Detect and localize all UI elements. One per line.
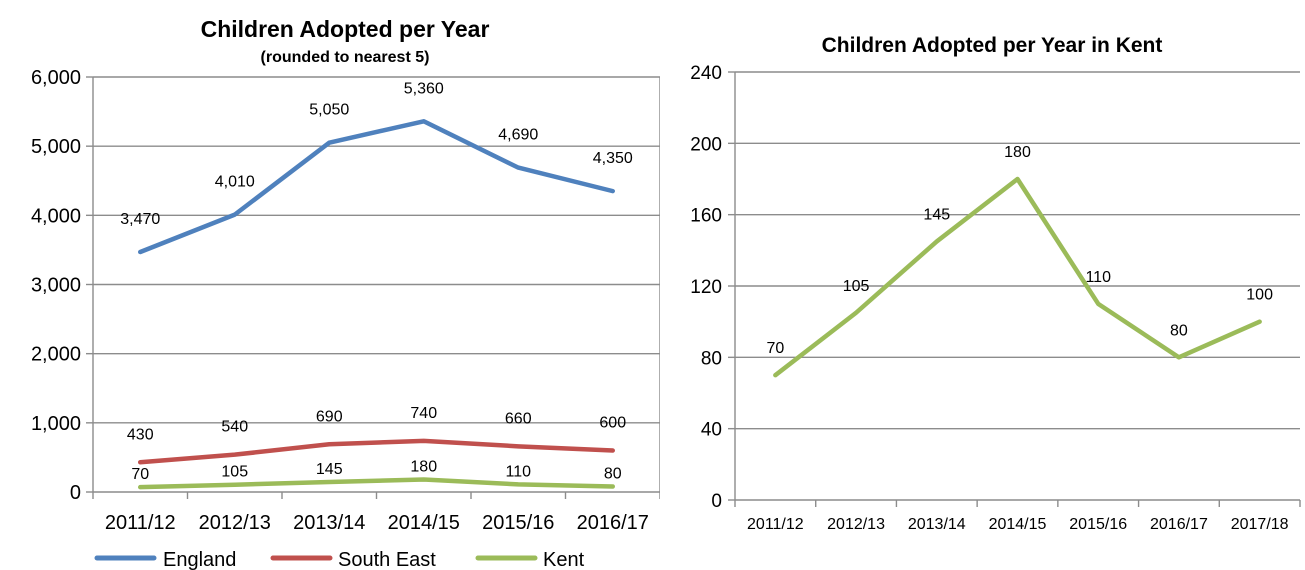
y-tick-label: 4,000	[31, 205, 81, 227]
x-tick-label: 2016/17	[1150, 516, 1208, 533]
series-line-england	[138, 119, 615, 255]
series-line-kent	[138, 477, 615, 490]
data-label-kent: 70	[766, 340, 784, 357]
data-label-south-east: 600	[599, 415, 626, 432]
data-label-kent: 145	[923, 206, 950, 223]
legend-label-england: England	[163, 549, 236, 570]
y-tick-label: 240	[690, 63, 722, 84]
y-tick-label: 0	[711, 491, 722, 512]
data-label-south-east: 430	[127, 426, 154, 443]
x-tick-label: 2015/16	[482, 512, 554, 534]
data-label-england: 3,470	[120, 211, 160, 228]
y-tick-label: 0	[70, 482, 81, 504]
chart-subtitle: (rounded to nearest 5)	[261, 49, 430, 66]
data-label-kent: 110	[1085, 269, 1111, 286]
data-label-kent: 180	[410, 459, 437, 476]
y-tick-label: 200	[690, 134, 722, 155]
data-label-kent: 180	[1004, 144, 1031, 161]
data-label-south-east: 660	[505, 410, 532, 427]
data-label-south-east: 690	[316, 408, 343, 425]
y-tick-label: 80	[701, 348, 722, 369]
x-tick-label: 2014/15	[388, 512, 460, 534]
x-tick-label: 2014/15	[989, 516, 1047, 533]
data-label-south-east: 540	[221, 419, 248, 436]
y-tick-label: 5,000	[31, 136, 81, 158]
data-label-kent: 80	[604, 465, 622, 482]
data-label-kent: 100	[1246, 287, 1273, 304]
legend-label-kent: Kent	[543, 549, 585, 570]
data-label-kent: 105	[843, 278, 870, 295]
data-label-england: 4,350	[593, 150, 633, 167]
y-tick-label: 40	[701, 420, 722, 441]
x-tick-label: 2013/14	[293, 512, 365, 534]
data-label-kent: 145	[316, 461, 343, 478]
x-tick-label: 2016/17	[577, 512, 649, 534]
data-label-kent: 110	[505, 463, 531, 480]
series-line-south-east	[138, 438, 615, 465]
data-label-england: 5,360	[404, 80, 444, 97]
y-tick-label: 120	[690, 277, 722, 298]
data-label-kent: 80	[1170, 322, 1188, 339]
chart-children-adopted-per-year: Children Adopted per Year (rounded to ne…	[31, 16, 660, 570]
x-tick-label: 2015/16	[1069, 516, 1127, 533]
legend-label-south-east: South East	[338, 549, 436, 570]
x-tick-label: 2012/13	[827, 516, 885, 533]
data-label-south-east: 740	[410, 405, 437, 422]
x-tick-label: 2011/12	[747, 516, 804, 533]
x-tick-label: 2017/18	[1231, 516, 1289, 533]
data-label-england: 4,010	[215, 174, 255, 191]
data-label-kent: 70	[131, 466, 149, 483]
chart-children-adopted-kent: Children Adopted per Year in Kent 0 40 80 1…	[690, 34, 1301, 533]
y-tick-label: 160	[690, 206, 722, 227]
x-tick-label: 2013/14	[908, 516, 966, 533]
data-label-england: 5,050	[309, 102, 349, 119]
data-label-kent: 105	[221, 464, 248, 481]
y-tick-label: 1,000	[31, 413, 81, 435]
x-tick-label: 2012/13	[199, 512, 271, 534]
data-label-england: 4,690	[498, 127, 538, 144]
x-tick-label: 2011/12	[105, 512, 176, 534]
y-tick-label: 6,000	[31, 67, 81, 89]
y-tick-label: 3,000	[31, 275, 81, 297]
chart-title: Children Adopted per Year	[201, 16, 490, 42]
y-tick-label: 2,000	[31, 344, 81, 366]
chart-title: Children Adopted per Year in Kent	[822, 34, 1163, 57]
